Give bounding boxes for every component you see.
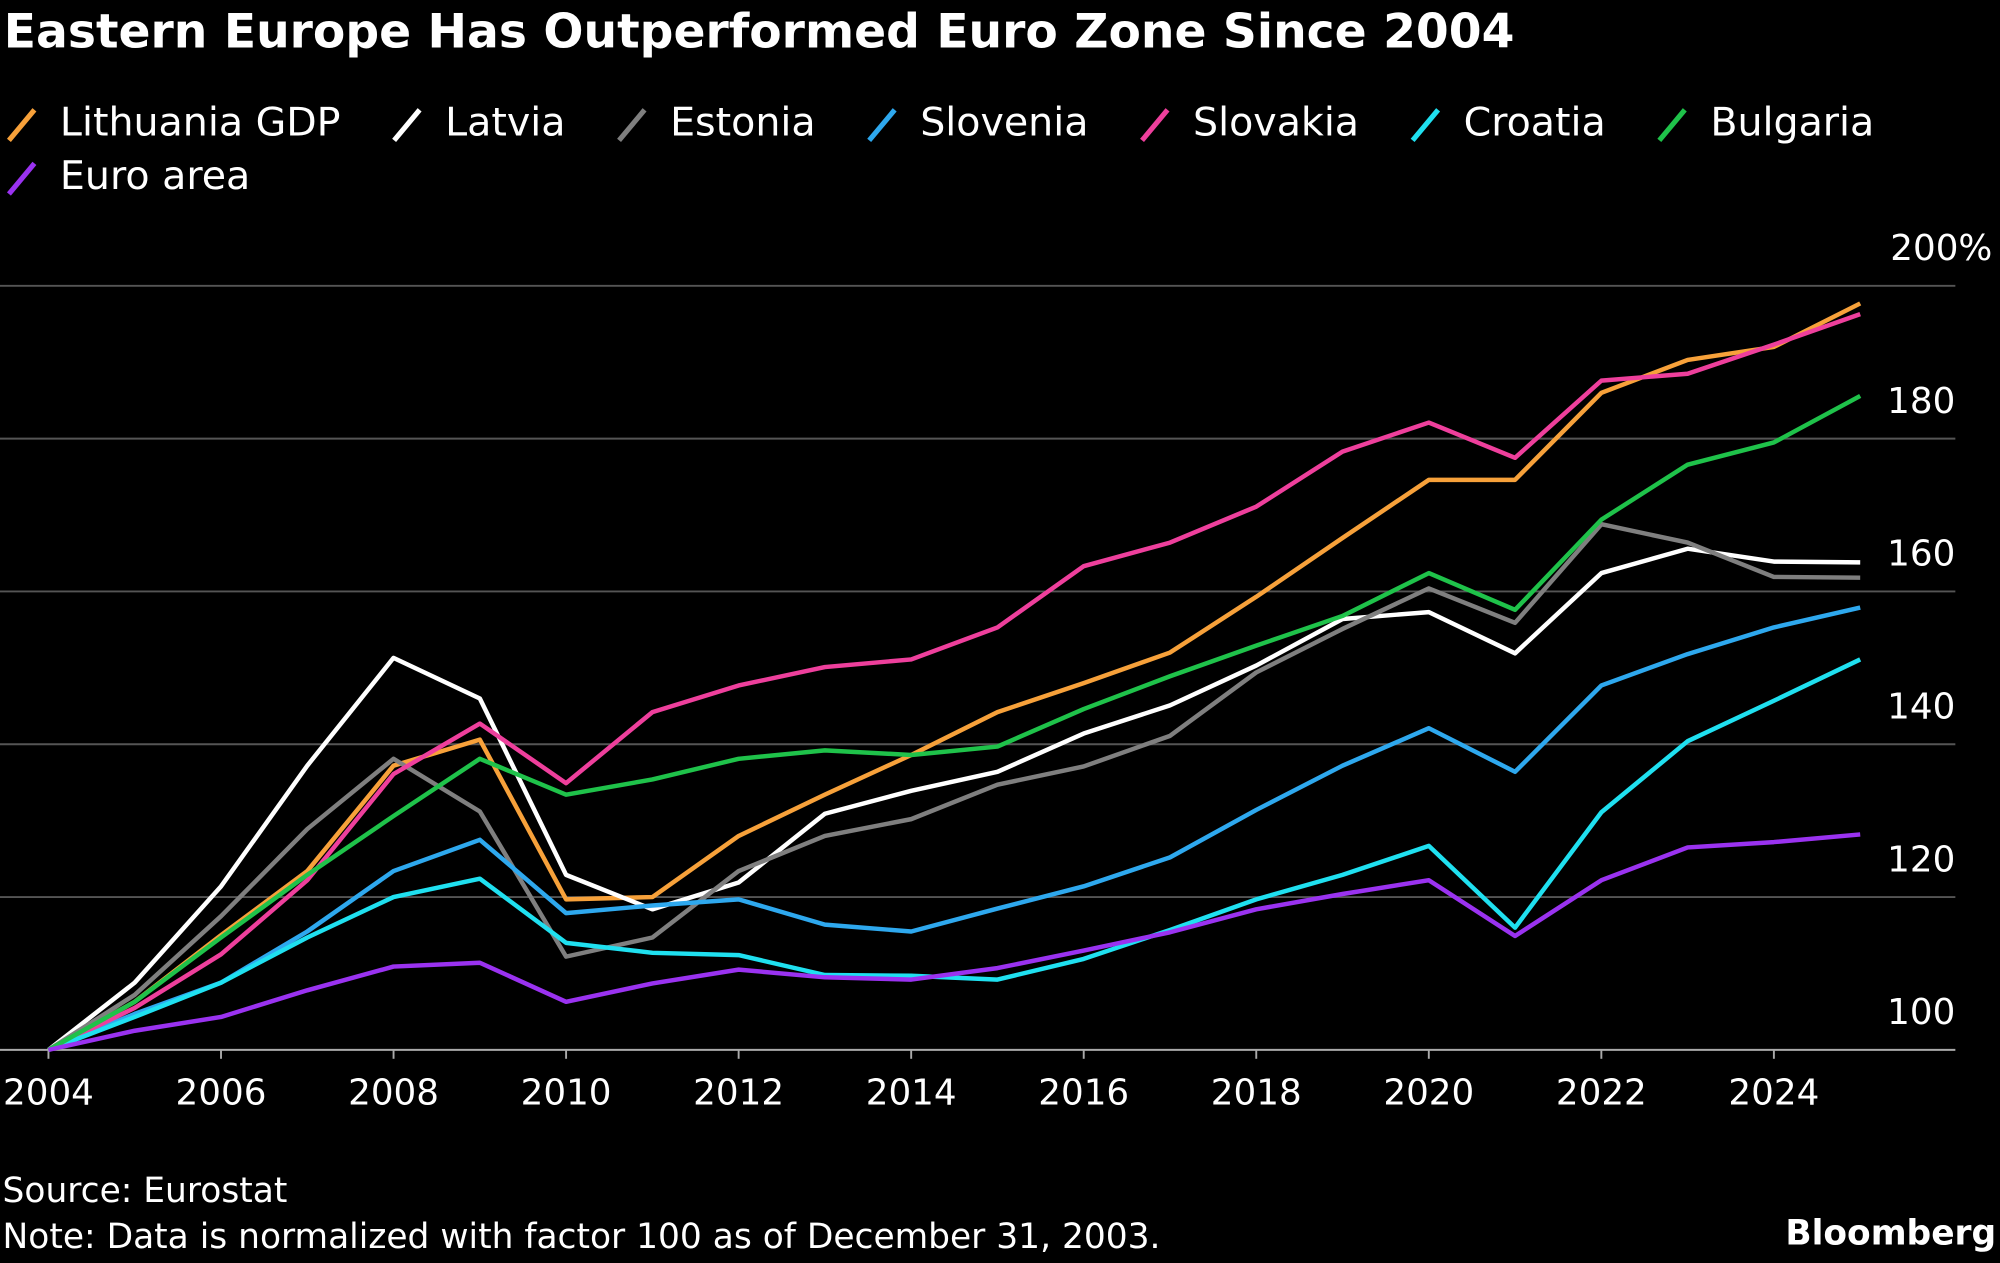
legend-label: Bulgaria: [1710, 100, 1874, 146]
legend-item: Slovakia: [1140, 100, 1359, 146]
x-tick-label: 2004: [3, 1073, 94, 1114]
plot: [47, 301, 1862, 1053]
legend-item: Croatia: [1410, 100, 1606, 146]
y-tick-label: 180: [1887, 381, 1955, 422]
series-line: [47, 546, 1861, 1052]
x-tick-label: 2016: [1038, 1073, 1129, 1114]
x-tick-label: 2008: [348, 1073, 439, 1114]
x-tick-label: 2024: [1728, 1073, 1819, 1114]
x-tick-label: 2012: [693, 1073, 784, 1114]
legend-label: Latvia: [445, 100, 565, 146]
y-tick-label: 120: [1887, 839, 1955, 880]
series-line: [47, 393, 1862, 1052]
source: Source: Eurostat: [3, 1171, 288, 1211]
x-tick-label: 2018: [1211, 1073, 1302, 1114]
y-tick-label: 100: [1887, 992, 1955, 1033]
legend-label: Slovakia: [1193, 100, 1359, 146]
brand: Bloomberg: [1785, 1213, 1996, 1253]
legend-swatch: [1140, 108, 1170, 143]
x-tick-label: 2014: [866, 1073, 957, 1114]
legend: Lithuania GDP Latvia Estonia Slovenia Slovak…: [6, 100, 1874, 199]
series-line: [47, 301, 1862, 1052]
x-tick-label: 2022: [1556, 1073, 1647, 1114]
series-line: [47, 657, 1862, 1052]
y-tick-label: 200%: [1890, 228, 1992, 269]
legend-swatch: [867, 108, 897, 143]
chart-title: Eastern Europe Has Outperformed Euro Zon…: [4, 5, 1515, 60]
legend-swatch: [1657, 108, 1687, 143]
legend-label: Euro area: [60, 153, 250, 199]
legend-swatch: [6, 108, 37, 143]
legend-item: Slovenia: [867, 100, 1088, 146]
legend-item: Estonia: [617, 100, 816, 146]
legend-swatch: [392, 108, 422, 143]
legend-label: Croatia: [1464, 100, 1606, 146]
note: Note: Data is normalized with factor 100…: [3, 1217, 1161, 1257]
legend-item: Latvia: [392, 100, 565, 146]
x-tick-label: 2010: [521, 1073, 612, 1114]
series-line: [47, 521, 1861, 1052]
y-tick-label: 140: [1887, 687, 1955, 728]
series-line: [47, 312, 1861, 1052]
x-tick-label: 2006: [176, 1073, 267, 1114]
series-line: [47, 832, 1861, 1053]
x-tick-label: 2020: [1383, 1073, 1474, 1114]
legend-item: Lithuania GDP: [6, 100, 341, 146]
legend-label: Estonia: [670, 100, 816, 146]
legend-item: Bulgaria: [1657, 100, 1874, 146]
series-line: [47, 605, 1861, 1052]
legend-swatch: [617, 108, 647, 143]
legend-swatch: [6, 161, 37, 196]
legend-swatch: [1410, 108, 1441, 143]
grid: 100 120 140 160 180 200% 2004 2006 2008 2010 2012 2…: [0, 228, 1992, 1114]
legend-label: Slovenia: [920, 100, 1088, 146]
legend-label: Lithuania GDP: [60, 100, 341, 146]
y-tick-label: 160: [1887, 534, 1955, 575]
legend-item: Euro area: [6, 153, 250, 199]
